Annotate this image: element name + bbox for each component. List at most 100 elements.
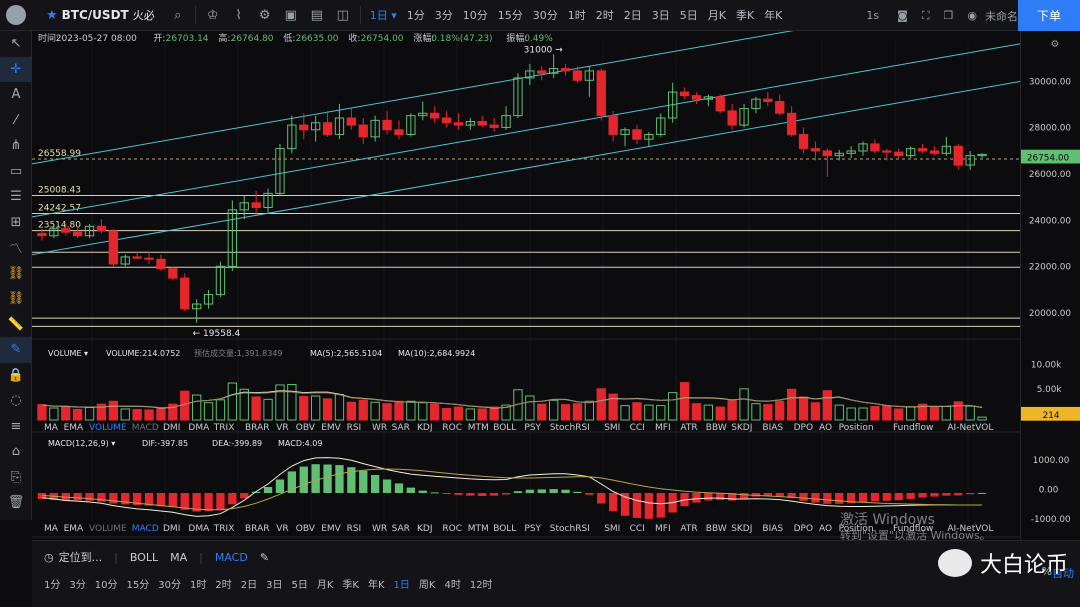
interval-5[interactable]: 30分 — [532, 9, 558, 22]
lock-icon[interactable]: 🔒 — [7, 367, 25, 383]
period-2[interactable]: 10分 — [94, 579, 118, 591]
macd-bar — [739, 493, 749, 499]
brush-icon[interactable]: ✎ — [0, 337, 32, 363]
interval-3[interactable]: 10分 — [462, 9, 488, 22]
period-13[interactable]: 1日 — [393, 579, 410, 591]
percent-toggle[interactable]: % — [1041, 565, 1052, 578]
period-14[interactable]: 周K — [418, 579, 436, 591]
candle-body — [810, 148, 821, 152]
period-7[interactable]: 2日 — [240, 579, 258, 591]
indicator-ma[interactable]: MA — [170, 550, 188, 564]
favorite-star-icon[interactable]: ★ — [46, 7, 58, 23]
period-3[interactable]: 15分 — [126, 579, 150, 591]
period-5[interactable]: 1时 — [189, 579, 207, 591]
settings-gear-icon[interactable]: ⚙ — [258, 7, 271, 23]
period-16[interactable]: 12时 — [469, 579, 493, 591]
trash-icon[interactable]: 🗑 — [7, 495, 25, 511]
grid-tool-icon[interactable]: ⊞ — [10, 214, 22, 230]
candle-body — [227, 209, 238, 267]
indicator-tab: OBV — [296, 423, 316, 433]
indicator-tab: AI-NetVOL — [947, 423, 993, 433]
template-icon[interactable]: ▤ — [310, 7, 323, 23]
indicator-tab: BRAR — [245, 423, 269, 433]
interval-4[interactable]: 15分 — [497, 9, 523, 22]
interval-9[interactable]: 3日 — [651, 9, 670, 22]
interval-11[interactable]: 月K — [707, 9, 726, 22]
macd-bar — [751, 493, 761, 497]
ohlc-high: 26764.80 — [231, 34, 274, 44]
volume-bar — [144, 409, 154, 421]
locate-to[interactable]: ◷ 定位到... — [44, 549, 102, 565]
macd-axis-tick: -1000.00 — [1031, 515, 1071, 525]
interval-7[interactable]: 2时 — [595, 9, 614, 22]
link-icon[interactable]: ⛓ — [7, 265, 25, 281]
indicator-tab: BIAS — [762, 524, 783, 534]
ruler-icon[interactable]: 📏 — [7, 316, 25, 332]
period-12[interactable]: 年K — [367, 579, 385, 591]
layout-icon[interactable]: ◫ — [336, 7, 349, 23]
bookmark-icon[interactable]: ⌂ — [11, 444, 21, 460]
interval-13[interactable]: 年K — [764, 9, 783, 22]
period-4[interactable]: 30分 — [158, 579, 181, 591]
cursor-icon[interactable]: ↖ — [10, 36, 22, 52]
period-8[interactable]: 3日 — [266, 579, 283, 591]
current-price-label: 26754.00 — [1027, 154, 1070, 164]
price-chart[interactable]: 26558.99 25008.43 24242.57 23514.80 31000 → ←… — [32, 31, 1020, 540]
text-tool-icon[interactable]: A — [11, 87, 21, 103]
period-11[interactable]: 季K — [342, 579, 359, 591]
period-0[interactable]: 1分 — [44, 579, 61, 591]
period-15[interactable]: 4时 — [444, 579, 461, 591]
fullscreen-icon[interactable]: ⛶ — [921, 8, 930, 22]
period-6[interactable]: 2时 — [215, 579, 232, 591]
price-tick: 28000.00 — [1029, 124, 1072, 134]
drawings-list-icon[interactable]: ≡ — [10, 418, 22, 434]
volume-bar — [180, 390, 190, 421]
interval-6[interactable]: 1时 — [567, 9, 586, 22]
hide-drawings-icon[interactable]: ◌ — [10, 393, 22, 409]
buy-button[interactable]: 下单 — [1018, 0, 1080, 31]
edit-icon[interactable]: ✎ — [259, 550, 270, 564]
period-10[interactable]: 月K — [316, 579, 334, 591]
rectangle-tool-icon[interactable]: ▭ — [9, 163, 23, 179]
candle-body — [537, 70, 547, 74]
user-name[interactable]: 未命名 — [985, 9, 1018, 23]
copy-icon[interactable]: ⎘ — [10, 469, 22, 485]
symbol-selector[interactable]: ★ BTC/USDT 火必 — [46, 7, 155, 23]
crosshair-icon[interactable]: ✛ — [0, 56, 32, 82]
search-icon[interactable]: ⌕ — [174, 7, 182, 23]
interval-0[interactable]: 1日 ▾ — [369, 9, 397, 22]
candle-body — [691, 95, 702, 100]
volume-bar — [394, 400, 404, 421]
period-9[interactable]: 5日 — [291, 579, 308, 591]
period-1[interactable]: 3分 — [69, 579, 86, 591]
chart-type-icon[interactable]: ▣ — [284, 7, 297, 23]
candle-body — [775, 101, 785, 114]
user-avatar-icon[interactable]: ◉ — [967, 9, 977, 22]
drawing-toolbar: ↖ ✛ A ⁄ ⋔ ▭ ☰ ⊞ 〽 ⛓ ⛓ 📏 ✎ 🔒 ◌ ≡ ⌂ ⎘ 🗑 — [0, 31, 32, 520]
interval-2[interactable]: 3分 — [434, 9, 453, 22]
volume-bar — [239, 388, 249, 421]
window-icon[interactable]: ❐ — [943, 9, 954, 22]
interval-8[interactable]: 2日 — [623, 9, 642, 22]
auto-scale-toggle[interactable]: 自动 — [1052, 567, 1074, 580]
interval-10[interactable]: 5日 — [679, 9, 698, 22]
trend-line-icon[interactable]: ⁄ — [14, 112, 18, 128]
crown-icon[interactable]: ♔ — [206, 7, 219, 23]
candle-body — [239, 202, 249, 211]
refresh-rate[interactable]: 1s — [866, 9, 880, 22]
pitchfork-icon[interactable]: ⋔ — [10, 138, 22, 154]
interval-12[interactable]: 季K — [735, 9, 755, 22]
fib-retracement-icon[interactable]: ☰ — [10, 189, 22, 205]
indicator-macd[interactable]: MACD — [214, 550, 248, 564]
macd-bar — [85, 493, 94, 501]
ohlc-open: 26703.14 — [166, 34, 209, 44]
magnet-icon[interactable]: ⛓ — [7, 291, 25, 307]
volume-bar — [679, 382, 690, 421]
pattern-tool-icon[interactable]: 〽 — [9, 242, 23, 258]
interval-1[interactable]: 1分 — [406, 9, 425, 22]
app-logo[interactable] — [0, 0, 32, 31]
camera-icon[interactable]: ◙ — [897, 9, 908, 22]
price-axis[interactable]: 30000.00 28000.00 26000.00 24000.00 22000.00… — [1020, 31, 1080, 540]
indicator-chart-icon[interactable]: ⌇ — [235, 7, 242, 23]
indicator-boll[interactable]: BOLL — [129, 550, 159, 564]
